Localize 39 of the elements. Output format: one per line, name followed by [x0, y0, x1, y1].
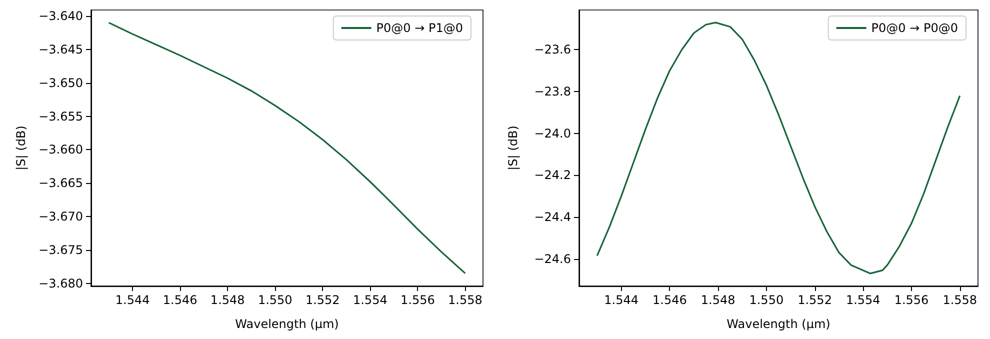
- y-tick-label: −3.655: [38, 109, 83, 124]
- y-tick-label: −3.680: [38, 276, 83, 290]
- y-tick-label: −3.670: [38, 210, 83, 224]
- y-tick-label: −3.645: [38, 42, 83, 56]
- y-tick-label: −24.6: [534, 252, 571, 266]
- y-tick-label: −3.650: [38, 76, 83, 90]
- x-tick-label: 1.552: [798, 293, 832, 307]
- y-tick-label: −3.640: [38, 9, 83, 24]
- x-tick-label: 1.544: [115, 293, 150, 307]
- x-tick-label: 1.558: [942, 293, 978, 307]
- x-tick-label: 1.544: [604, 293, 638, 307]
- y-tick-label: −24.2: [534, 168, 571, 182]
- y-tick-label: −3.660: [38, 142, 83, 157]
- y-tick-label: −3.665: [38, 176, 83, 190]
- y-tick-label: −24.0: [534, 126, 571, 140]
- x-tick-label: 1.556: [894, 293, 929, 307]
- x-tick-label: 1.548: [210, 293, 245, 307]
- legend-label: P0@0 → P0@0: [871, 21, 958, 35]
- line-series: [108, 22, 466, 274]
- x-axis-title: Wavelength (µm): [235, 317, 339, 331]
- legend-label: P0@0 → P1@0: [376, 21, 464, 35]
- x-tick-label: 1.556: [400, 293, 435, 307]
- y-axis-title: |S| (dB): [506, 126, 520, 170]
- x-tick-label: 1.550: [258, 293, 292, 307]
- x-tick-label: 1.546: [162, 293, 198, 307]
- x-tick-label: 1.554: [846, 293, 880, 307]
- y-tick-label: −24.4: [534, 210, 571, 224]
- y-tick-label: −23.6: [534, 42, 571, 57]
- x-tick-label: 1.546: [652, 293, 687, 307]
- y-axis-title: |S| (dB): [14, 126, 28, 170]
- line-series: [596, 22, 961, 274]
- y-tick-label: −3.675: [38, 242, 83, 257]
- x-axis-title: Wavelength (µm): [726, 317, 830, 331]
- x-tick-label: 1.558: [448, 293, 482, 307]
- y-tick-label: −23.8: [534, 84, 571, 99]
- x-tick-label: 1.552: [305, 293, 340, 307]
- x-tick-label: 1.550: [749, 293, 784, 307]
- x-tick-label: 1.548: [700, 293, 736, 307]
- x-tick-label: 1.554: [352, 293, 388, 307]
